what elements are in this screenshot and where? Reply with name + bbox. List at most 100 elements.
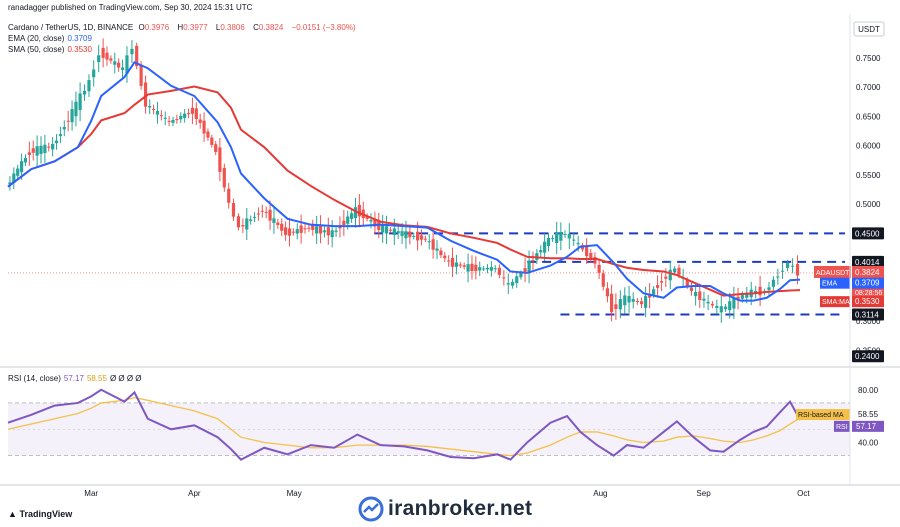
candle-body: [497, 267, 502, 275]
candle-body: [664, 276, 668, 279]
candle-body: [8, 182, 12, 185]
candle-body: [515, 276, 519, 284]
candle-body: [252, 216, 257, 218]
rsi-ma-value: 58.55: [858, 410, 879, 419]
candle-body: [482, 268, 486, 270]
candle-body: [190, 107, 195, 114]
candle-body: [163, 117, 167, 119]
candle-body: [510, 281, 515, 286]
currency-box: [853, 21, 885, 37]
candle-body: [16, 168, 20, 176]
candle-body: [171, 120, 175, 123]
level-label-box: [852, 227, 884, 240]
candle-body: [523, 268, 527, 272]
candle-body: [408, 231, 412, 238]
candle-body: [231, 203, 236, 217]
candle-body: [659, 281, 664, 283]
level-label-box: [852, 255, 884, 268]
candle-body: [435, 248, 439, 251]
candle-body: [689, 287, 694, 291]
candle-body: [101, 47, 105, 58]
candle-body: [527, 260, 531, 274]
candle-body: [539, 250, 543, 253]
candle-body: [19, 161, 24, 173]
ema-tag-label: EMA: [822, 281, 838, 288]
candle-body: [519, 272, 523, 278]
candle-body: [130, 48, 134, 55]
candle-body: [135, 45, 139, 67]
candle-body: [143, 82, 148, 107]
candle-body: [698, 291, 702, 300]
candle-body: [120, 67, 125, 71]
candle-body: [470, 263, 474, 272]
candle-body: [245, 218, 249, 230]
ema-tag-box: [820, 277, 850, 289]
price-tick-label: 0.5500: [856, 171, 881, 180]
sma-value-box: [852, 296, 884, 308]
time-tick-label: May: [287, 489, 302, 498]
ohlc-change: −0.0151 (−3.80%): [291, 23, 356, 32]
candle-body: [631, 298, 635, 302]
candle-body: [241, 225, 245, 227]
ohlc-high: H0.3977: [177, 23, 208, 32]
ema-value-label: 0.3709: [855, 279, 880, 288]
candle-body: [198, 119, 202, 123]
candle-body: [419, 235, 424, 240]
candle-body: [125, 55, 129, 74]
candle-body: [318, 225, 323, 234]
candle-body: [673, 268, 677, 273]
candle-body: [745, 292, 749, 298]
rsi-line: [7, 388, 801, 461]
last-symbol-label: ADAUSDT: [816, 270, 850, 277]
level-label: 0.4014: [855, 258, 880, 267]
ema-value-box: [852, 277, 884, 289]
candle-body: [139, 64, 143, 86]
candle-body: [307, 227, 311, 229]
candle-body: [740, 295, 744, 299]
candle-body: [771, 279, 776, 287]
candle-body: [373, 218, 377, 227]
rsi-ma-tag-label: RSI-based MA: [798, 412, 844, 419]
candle-body: [97, 55, 101, 63]
candle-body: [790, 265, 795, 267]
candle-body: [291, 231, 295, 233]
candle-body: [593, 256, 597, 264]
candle-body: [31, 148, 35, 153]
watermark-icon: [358, 496, 384, 522]
candle-body: [454, 262, 459, 267]
candle-body: [249, 219, 253, 221]
price-tick-label: 0.7000: [856, 83, 881, 92]
candle-body: [589, 252, 593, 259]
level-label-box: [852, 350, 884, 363]
sma-tag-box: [820, 296, 850, 308]
ohlc-open: O0.3976: [138, 23, 170, 32]
candle-body: [78, 93, 82, 111]
candle-body: [559, 231, 563, 241]
candle-body: [311, 225, 315, 230]
candle-body: [206, 131, 210, 138]
candle-body: [287, 228, 292, 236]
candle-body: [87, 80, 91, 92]
candle-body: [303, 228, 307, 230]
level-label: 0.4500: [855, 229, 880, 238]
candle-body: [330, 230, 334, 238]
candle-body: [105, 52, 109, 60]
price-tick-label: 0.5000: [856, 200, 881, 209]
sma-line: [7, 85, 801, 297]
candle-body: [218, 147, 222, 172]
rsi-plot: [7, 388, 850, 461]
candle-body: [315, 226, 319, 234]
candle-body: [384, 226, 389, 234]
candle-body: [609, 293, 614, 313]
candle-body: [210, 137, 214, 145]
candle-body: [353, 207, 358, 219]
candle-body: [202, 120, 206, 134]
candle-body: [268, 209, 272, 221]
level-label-box: [852, 308, 884, 321]
tradingview-logo[interactable]: ▲ TradingView: [8, 509, 73, 519]
candle-body: [109, 58, 113, 61]
rsi-tick-label: 40.00: [858, 438, 879, 447]
candle-body: [648, 293, 652, 298]
candle-body: [70, 109, 74, 123]
